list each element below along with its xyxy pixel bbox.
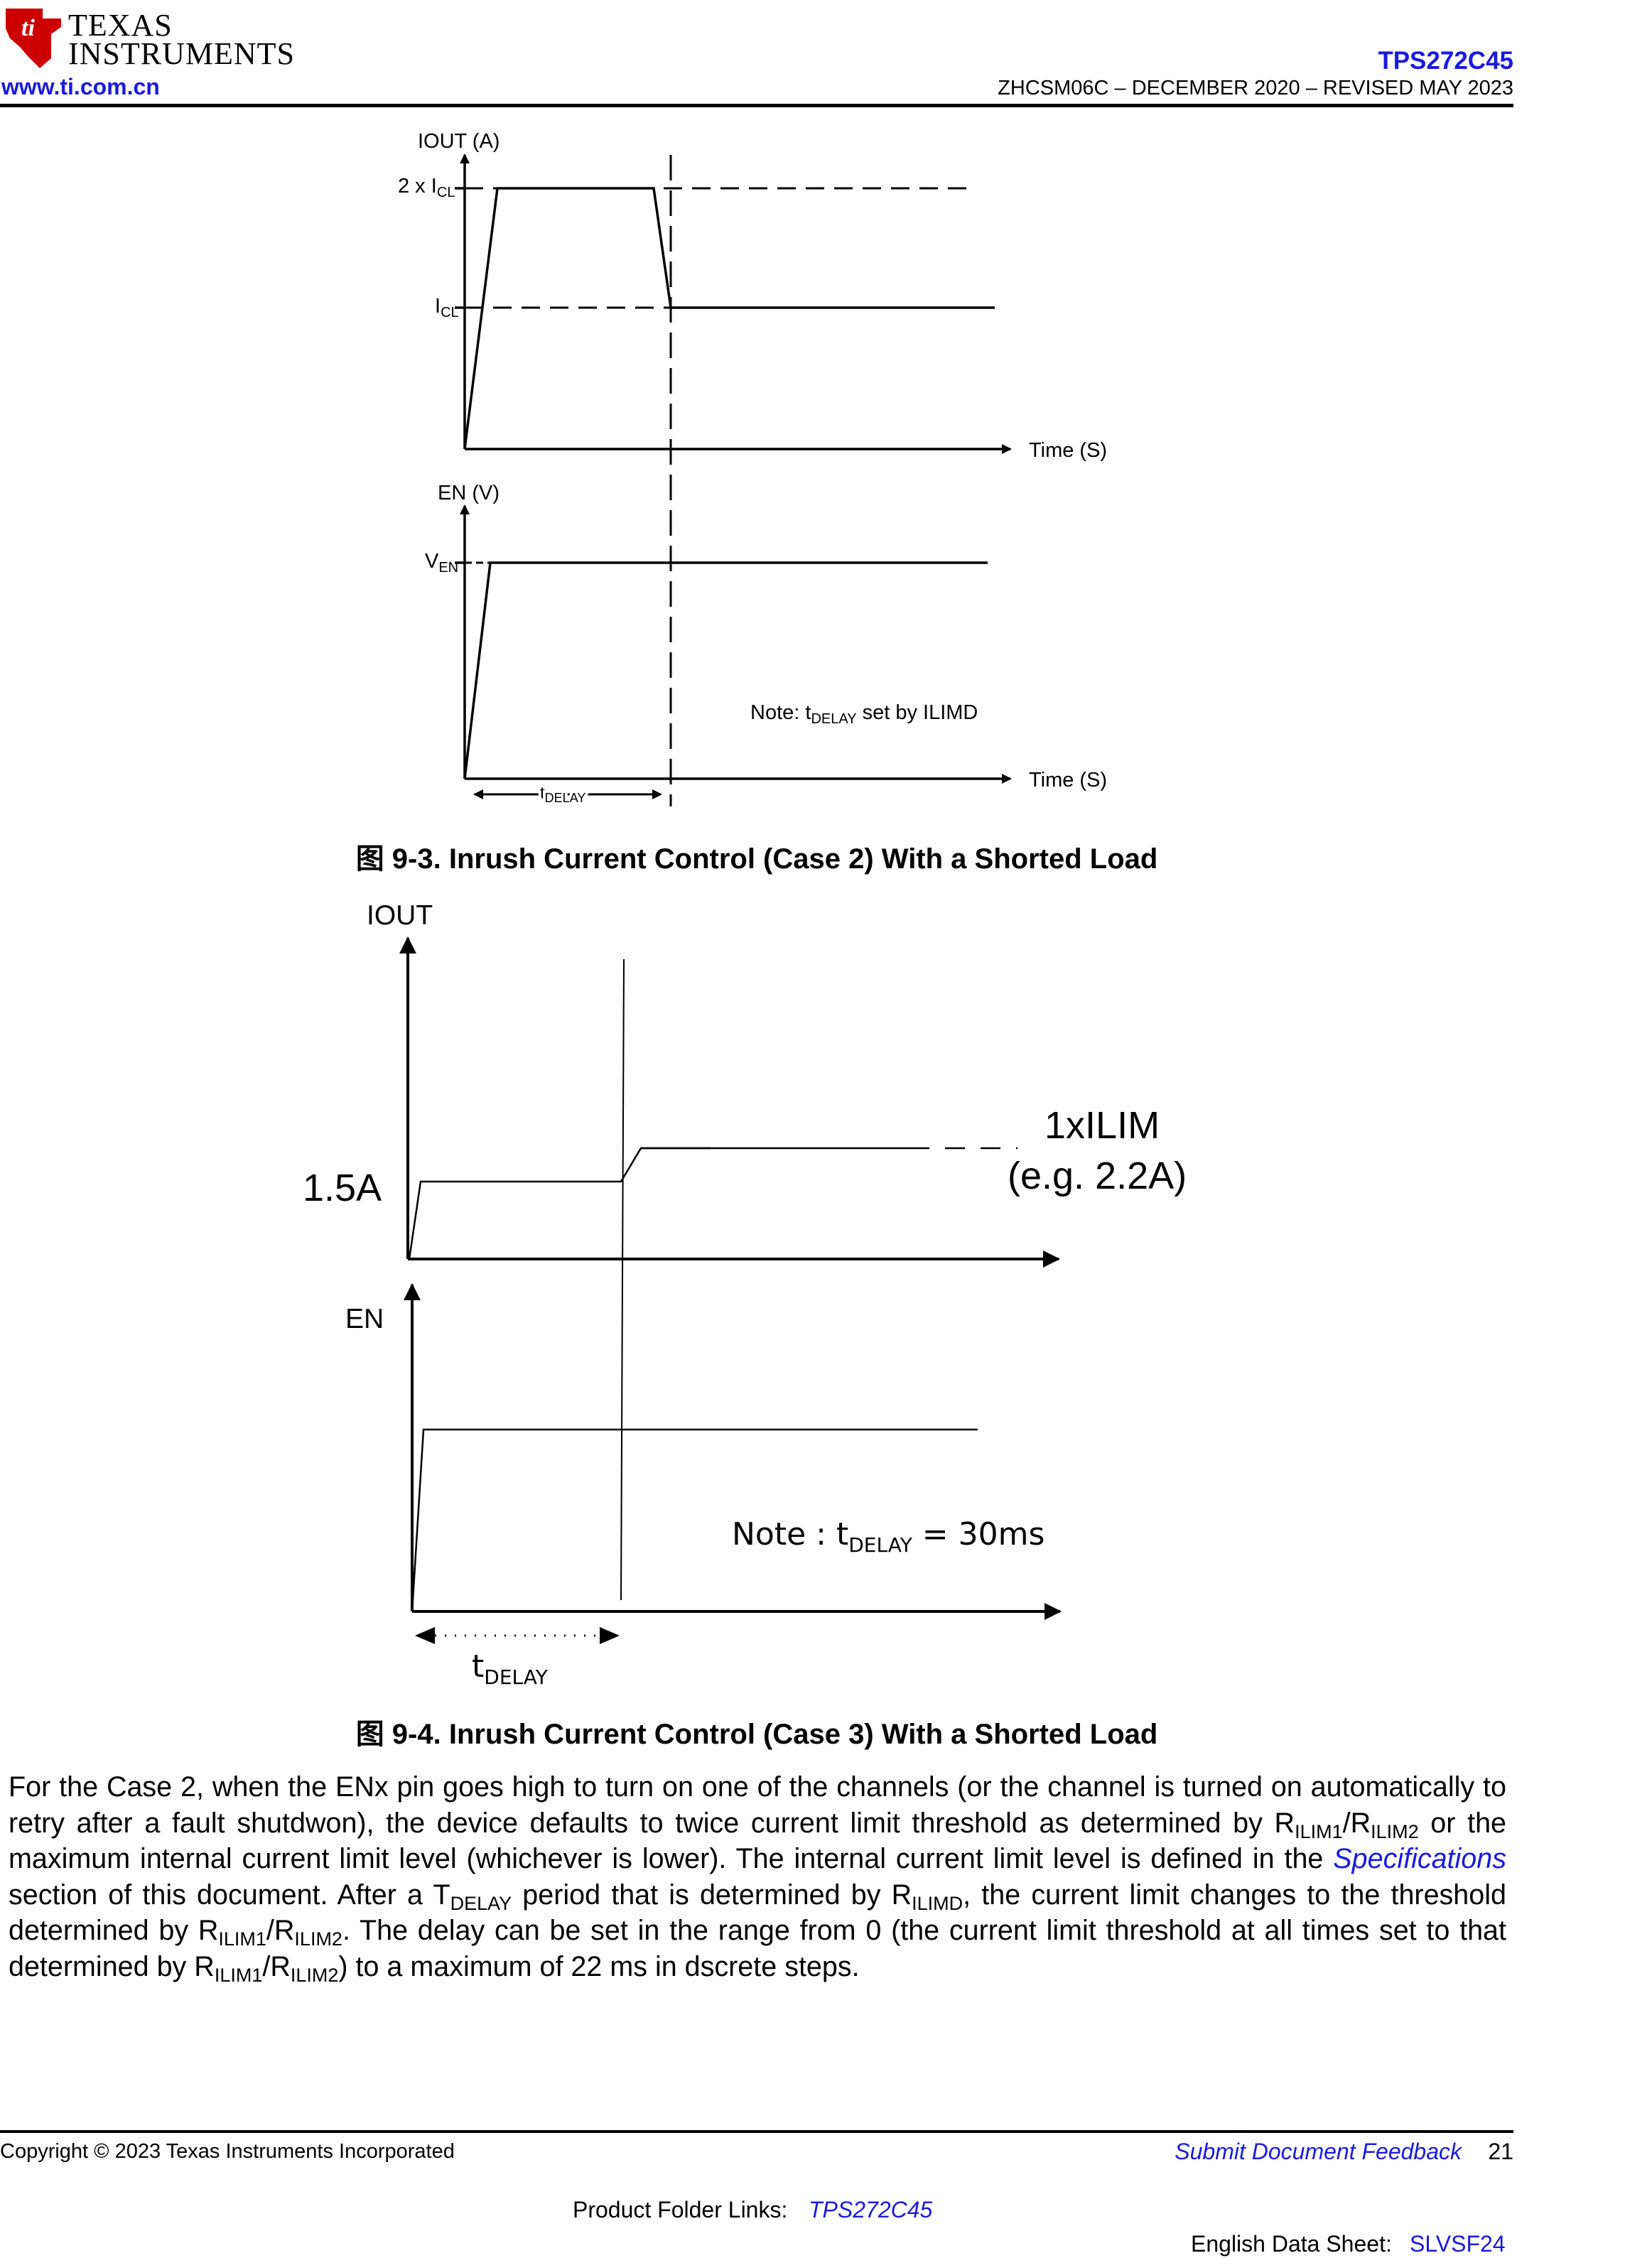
fig3-bottom-y-label: EN (V)	[438, 482, 500, 504]
fig3-top-y-label: IOUT (A)	[418, 130, 500, 153]
site-url-link[interactable]: www.ti.com.cn	[1, 74, 160, 99]
fig3-note: Note: tDELAY set by ILIMD	[750, 701, 978, 727]
product-folder-label: Product Folder Links:	[573, 2197, 788, 2222]
header-rule	[0, 104, 1513, 107]
fig4-note: Note : tDELAY = 30ms	[732, 1516, 1044, 1557]
page-number: 21	[1488, 2139, 1513, 2164]
figure-9-4-diagram: IOUT 1.5A 1xILIM (e.g. 2.2A) EN Note : t…	[303, 900, 1187, 1689]
fig3-level-2icl: 2 x ICL	[398, 175, 455, 200]
product-folder-link[interactable]: TPS272C45	[809, 2197, 933, 2222]
fig3-level-icl: ICL	[435, 295, 459, 320]
fig4-bottom-y-label: EN	[345, 1304, 384, 1334]
figure-9-3-caption: 图 9-3. Inrush Current Control (Case 2) W…	[355, 843, 1158, 875]
english-datasheet-label: English Data Sheet:	[1191, 2231, 1392, 2257]
submit-feedback-link[interactable]: Submit Document Feedback	[1175, 2139, 1462, 2164]
fig4-ilim-label-2: (e.g. 2.2A)	[1008, 1155, 1187, 1197]
figure-9-3-diagram: IOUT (A) 2 x ICL ICL Time (S) EN (V) VEN…	[398, 130, 1107, 808]
body-paragraph: For the Case 2, when the ENx pin goes hi…	[9, 1771, 1506, 1986]
logo-wordmark-line2: Instruments	[68, 36, 296, 71]
figure-9-4-caption: 图 9-4. Inrush Current Control (Case 3) W…	[355, 1719, 1158, 1750]
fig3-tdelay-label: tDELAY	[540, 784, 585, 805]
fig3-level-ven: VEN	[425, 550, 458, 576]
copyright-text: Copyright © 2023 Texas Instruments Incor…	[0, 2140, 455, 2163]
specifications-link[interactable]: Specifications	[1333, 1843, 1506, 1874]
part-number-link[interactable]: TPS272C45	[1378, 47, 1513, 75]
fig4-iout-waveform	[408, 1147, 711, 1260]
fig4-delay-marker	[620, 958, 625, 1601]
fig3-top-x-label: Time (S)	[1029, 439, 1107, 462]
svg-text:ti: ti	[21, 15, 35, 41]
logo-wordmark-line1: Texas	[68, 8, 173, 43]
footer-rule	[0, 2130, 1513, 2133]
fig4-tdelay-left-arrowhead	[415, 1627, 435, 1644]
english-datasheet-link[interactable]: SLVSF24	[1410, 2231, 1506, 2257]
fig4-en-waveform	[411, 1428, 978, 1612]
document-id: ZHCSM06C – DECEMBER 2020 – REVISED MAY 2…	[998, 77, 1513, 99]
fig4-level-label: 1.5A	[303, 1167, 382, 1209]
fig4-top-y-label: IOUT	[367, 900, 433, 931]
fig3-bottom-x-label: Time (S)	[1029, 769, 1107, 792]
fig4-ilim-label-1: 1xILIM	[1044, 1104, 1160, 1147]
fig4-tdelay-right-arrowhead	[600, 1627, 620, 1644]
fig4-tdelay-label: tDELAY	[472, 1648, 549, 1689]
ti-logo-icon: ti	[6, 9, 61, 68]
